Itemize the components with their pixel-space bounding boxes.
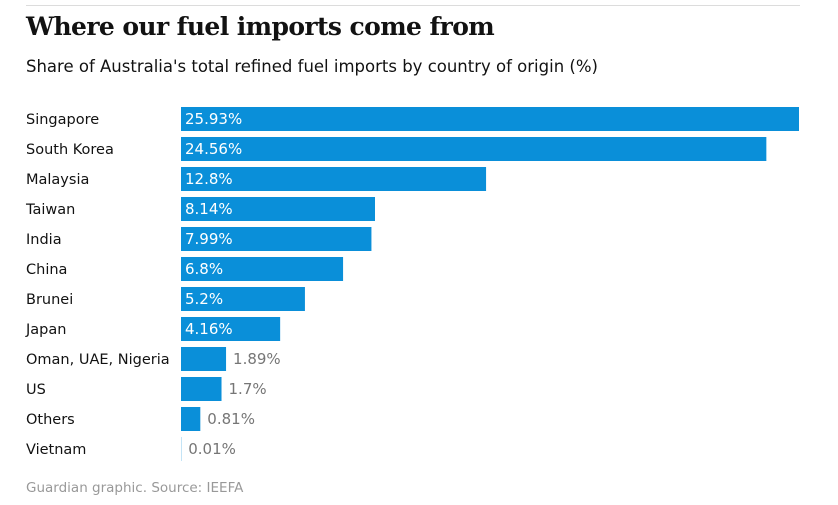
- category-label: Others: [26, 412, 75, 428]
- category-label: South Korea: [26, 142, 114, 158]
- bar: [181, 287, 305, 311]
- top-rule: [26, 5, 800, 6]
- value-label: 8.14%: [185, 200, 233, 218]
- bar: [181, 197, 375, 221]
- value-label: 24.56%: [185, 140, 242, 158]
- bar: [181, 347, 227, 371]
- bar: [181, 317, 281, 341]
- value-label: 25.93%: [185, 110, 242, 128]
- value-label: 4.16%: [185, 320, 233, 338]
- bar: [181, 227, 372, 251]
- value-label: 6.8%: [185, 260, 223, 278]
- bar: [181, 107, 799, 131]
- value-label: 12.8%: [185, 170, 233, 188]
- value-label: 7.99%: [185, 230, 233, 248]
- chart-title: Where our fuel imports come from: [26, 12, 495, 41]
- bar: [181, 167, 487, 191]
- source-note: Guardian graphic. Source: IEEFA: [26, 480, 244, 496]
- category-label: Singapore: [26, 112, 99, 128]
- bar-chart: Singapore 25.93% South Korea 24.56% Malaysia…: [25, 107, 799, 461]
- category-label: Brunei: [26, 292, 73, 308]
- value-label: 0.01%: [188, 440, 236, 458]
- category-label: Oman, UAE, Nigeria: [26, 352, 170, 368]
- bar: [181, 377, 222, 401]
- value-label: 0.81%: [207, 410, 255, 428]
- bar: [181, 257, 344, 281]
- value-label: 5.2%: [185, 290, 223, 308]
- chart-subtitle: Share of Australia's total refined fuel …: [26, 57, 598, 76]
- category-label: Taiwan: [25, 202, 75, 218]
- bar: [181, 137, 767, 161]
- value-label: 1.7%: [229, 380, 267, 398]
- category-label: Malaysia: [26, 172, 89, 188]
- value-label: 1.89%: [233, 350, 281, 368]
- category-label: Japan: [25, 322, 66, 338]
- category-label: US: [26, 382, 46, 398]
- bar: [181, 407, 201, 431]
- category-label: China: [26, 262, 67, 278]
- category-label: Vietnam: [26, 442, 86, 458]
- category-label: India: [26, 232, 62, 248]
